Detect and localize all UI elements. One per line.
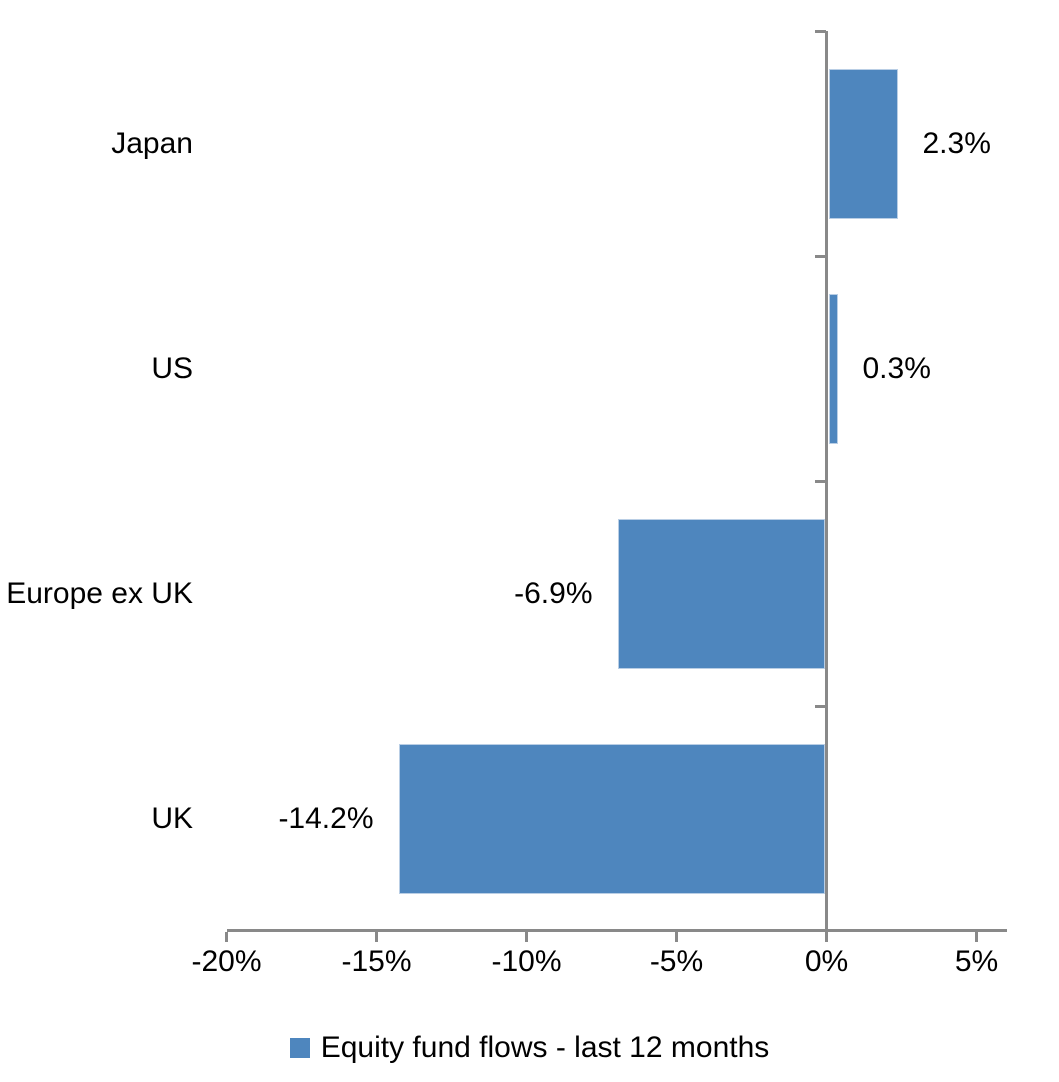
- x-tick-label: -5%: [649, 945, 704, 978]
- bar-europe-ex-uk: [617, 518, 825, 669]
- y-axis-tick: [815, 30, 826, 33]
- category-label: Japan: [111, 126, 193, 160]
- category-label: Europe ex UK: [6, 576, 193, 610]
- legend: Equity fund flows - last 12 months: [0, 1030, 1059, 1066]
- y-axis-tick: [815, 480, 826, 483]
- legend-swatch-icon: [289, 1038, 310, 1058]
- y-axis-line: [825, 31, 828, 941]
- x-axis-tick: [525, 932, 528, 942]
- category-label: UK: [151, 801, 193, 835]
- x-axis-tick: [225, 932, 228, 942]
- x-axis-line: [226, 929, 1007, 932]
- x-axis-tick: [675, 932, 678, 942]
- y-axis-tick: [815, 255, 826, 258]
- category-label: US: [151, 351, 193, 385]
- value-label: 0.3%: [862, 351, 931, 385]
- legend-label: Equity fund flows - last 12 months: [320, 1031, 770, 1064]
- x-axis-tick: [825, 932, 828, 942]
- y-axis-tick: [815, 705, 826, 708]
- x-axis-tick: [375, 932, 378, 942]
- value-label: 2.3%: [922, 126, 991, 160]
- bar-japan: [828, 68, 898, 219]
- x-tick-label: -10%: [491, 945, 562, 978]
- bar-us: [828, 293, 838, 444]
- value-label: -14.2%: [278, 801, 374, 835]
- bar-uk: [398, 743, 825, 894]
- x-tick-label: 5%: [954, 945, 999, 978]
- x-tick-label: -15%: [341, 945, 412, 978]
- x-tick-label: -20%: [191, 945, 262, 978]
- x-axis-tick: [975, 932, 978, 942]
- x-tick-label: 0%: [804, 945, 849, 978]
- value-label: -6.9%: [514, 576, 593, 610]
